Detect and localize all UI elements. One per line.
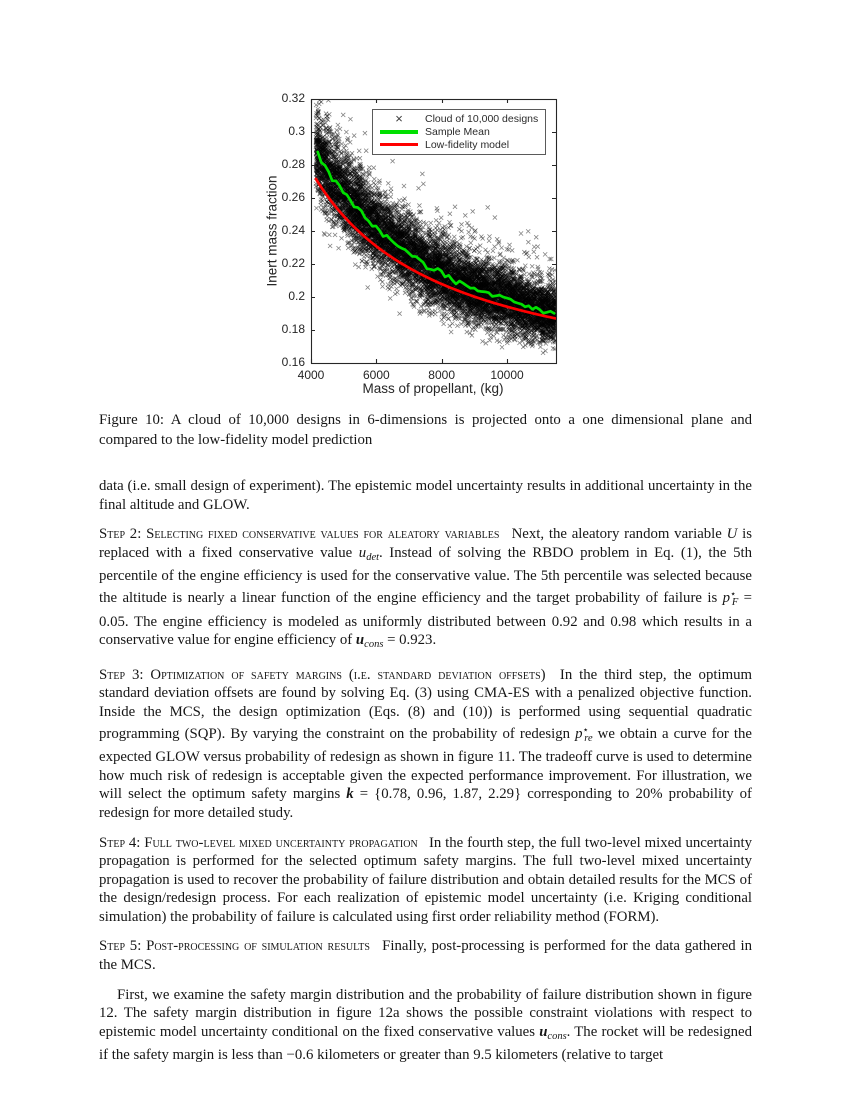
figure-caption: Figure 10: A cloud of 10,000 designs in … [99,412,752,448]
paragraph: Step 2: Selecting fixed conservative val… [99,525,752,655]
text-run: In the third step, the optimum standard … [99,666,752,742]
text-run: cons [547,1030,567,1042]
text-run: . Instead of solving the RBDO problem in… [99,544,752,606]
text-run: In the fourth step, the full two-level m… [99,834,752,925]
text-run: = 0.05. The engine efficiency is modeled… [99,589,752,649]
y-axis-label: Inert mass fraction [264,175,280,287]
paragraph: Step 5: Post-processing of simulation re… [99,937,752,974]
text-run: det [366,551,380,563]
y-tick-label: 0.28 [281,157,305,171]
y-tick-label: 0.26 [281,190,305,204]
text-run: = 0.923. [383,632,437,649]
line-swatch-icon [373,142,425,147]
text-run: u [539,1023,548,1040]
text-run: u [355,632,365,649]
text-run: = {0.78, 0.96, 1.87, 2.29} corresponding… [99,786,752,821]
paragraph: First, we examine the safety margin dist… [99,986,752,1065]
y-tick-label: 0.16 [281,355,305,369]
text-run: ⋆ [582,724,589,736]
text-run: p [575,725,583,742]
text-run: . The rocket will be redesigned if the s… [99,1023,752,1064]
x-marker-icon: × [373,111,425,127]
legend-label: Sample Mean [425,126,490,138]
text-run: k [346,786,354,803]
x-tick-label: 4000 [297,368,325,382]
legend-label: Cloud of 10,000 designs [425,113,539,126]
y-tick-label: 0.2 [288,289,305,303]
x-axis-label: Mass of propellant, (kg) [362,381,504,396]
y-tick-label: 0.32 [281,91,305,105]
text-run: Step 4: Full two-level mixed uncertainty… [99,834,418,851]
text-run: re [584,732,593,744]
chart-legend: × Cloud of 10,000 designs Sample Mean Low-f… [372,109,546,155]
x-tick-label: 8000 [428,368,456,382]
text-run: Next, the aleatory random variable [499,526,727,543]
legend-line-swatch [380,142,418,147]
text-run: u [358,544,367,561]
legend-row: Sample Mean [373,126,545,139]
text-run: ⋆ [730,588,737,600]
text-run: Finally, post-processing is performed fo… [99,938,752,974]
text-run: Step 3: Optimization of safety margins (… [99,666,546,683]
text-run: we obtain a curve for the expected GLOW … [99,725,752,803]
paragraph: data (i.e. small design of experiment). … [99,477,752,514]
legend-label: Low-fidelity model [425,138,510,151]
text-run: F [731,596,739,608]
figure-10: 4000 6000 8000 10000 0.16 0.18 0.2 0.22 0.24 0.26… [0,0,850,460]
text-run: is replaced with a fixed conservative va… [99,526,752,561]
paragraph: Step 3: Optimization of safety margins (… [99,666,752,823]
x-tick-label: 10000 [490,368,524,382]
x-marker-glyph: × [395,111,403,127]
x-tick-label: 6000 [362,368,390,382]
body-text: data (i.e. small design of experiment). … [99,477,752,1076]
text-run: U [726,526,738,543]
y-tick-label: 0.22 [281,256,305,270]
text-run: cons [364,639,384,651]
legend-row: × Cloud of 10,000 designs [373,111,545,127]
text-run: p [722,589,731,606]
y-tick-label: 0.3 [288,124,305,138]
y-tick-label: 0.18 [281,322,305,336]
text-run: data (i.e. small design of experiment). … [99,478,752,513]
text-run: Step 2: Selecting fixed conservative val… [99,526,500,543]
text-run: First, we examine the safety margin dist… [99,986,752,1040]
legend-line-swatch [380,130,418,134]
legend-row: Low-fidelity model [373,138,545,151]
y-tick-label: 0.24 [281,223,305,237]
text-run: Step 5: Post-processing of simulation re… [99,938,370,955]
paragraph: Step 4: Full two-level mixed uncertainty… [99,834,752,927]
line-swatch-icon [373,130,425,134]
